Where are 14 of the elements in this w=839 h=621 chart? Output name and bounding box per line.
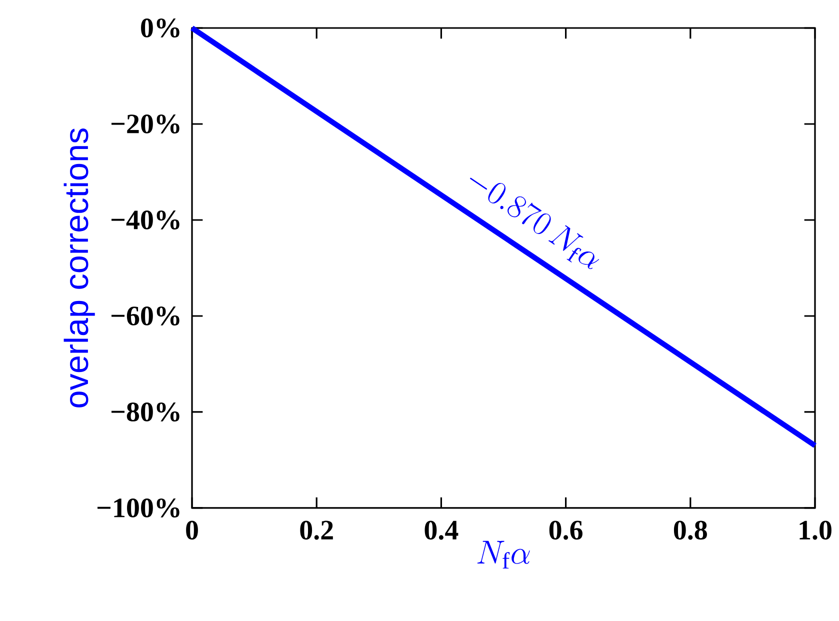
- x-tick-label: 0.4: [424, 520, 458, 540]
- x-tick-label: 0.6: [549, 520, 582, 540]
- x-tick-label: 0: [186, 520, 198, 540]
- y-tick-label: −40%: [111, 210, 180, 230]
- x-tick-label: 0.8: [674, 520, 707, 540]
- y-tick-label: −60%: [111, 306, 180, 326]
- x-tick-label: 1.0: [800, 520, 832, 540]
- y-axis-title: overlap corrections: [64, 128, 95, 408]
- y-tick-label: −100%: [97, 498, 180, 518]
- x-axis-title: $N_\mathrm{f}\alpha$: [477, 540, 530, 569]
- x-tick-label: 0.2: [300, 520, 333, 540]
- y-tick-label: −80%: [111, 402, 180, 422]
- y-tick-label: −20%: [111, 114, 180, 134]
- y-tick-label: 0%: [141, 18, 180, 38]
